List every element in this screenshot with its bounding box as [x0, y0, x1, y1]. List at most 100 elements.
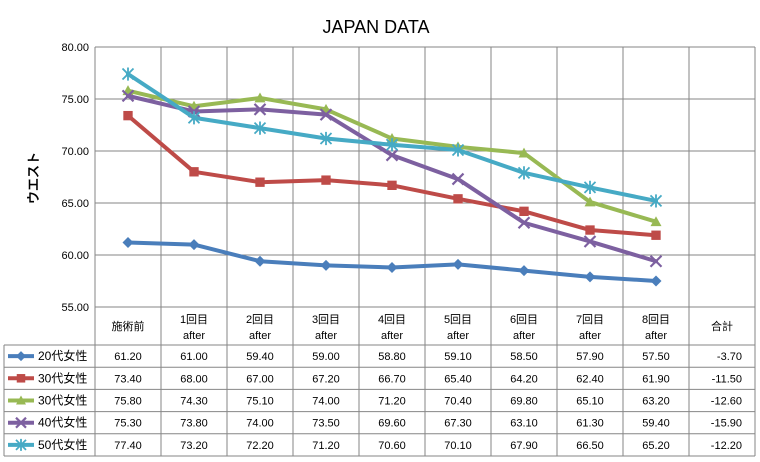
y-tick-label: 55.00: [61, 302, 89, 314]
data-point: [453, 194, 463, 204]
data-point: [386, 261, 398, 273]
data-point: [649, 194, 663, 208]
data-point: [387, 180, 397, 190]
data-point: [254, 92, 266, 103]
data-point: [517, 166, 531, 180]
data-point: [518, 147, 530, 158]
x-tick-sublabel: after: [447, 330, 469, 342]
data-point: [187, 111, 201, 125]
data-label: 77.40: [114, 440, 142, 452]
x-tick-label: 3回目: [312, 313, 340, 326]
x-tick-sublabel: after: [249, 330, 271, 342]
data-point: [451, 143, 465, 157]
data-point: [319, 108, 333, 121]
data-point: [385, 138, 399, 152]
x-tick-label: 8回目: [642, 313, 670, 326]
data-label: 58.50: [510, 351, 538, 363]
data-label: 61.90: [642, 373, 670, 385]
data-label: 74.30: [180, 396, 208, 408]
x-tick-label: 5回目: [444, 313, 472, 326]
x-tick-sublabel: after: [381, 330, 403, 342]
data-label: 66.50: [576, 440, 604, 452]
data-label: 67.30: [444, 418, 472, 430]
legend-label: 30代女性: [38, 393, 87, 408]
total-value: -12.60: [711, 396, 742, 408]
series-2: [123, 110, 661, 240]
data-point: [452, 258, 464, 270]
data-point: [320, 259, 332, 271]
data-table: 施術前 1回目 after 2回目 after 3回目 after 4回目 after 5回目 af…: [3, 313, 755, 457]
data-label: 74.00: [246, 418, 274, 430]
series-5: [121, 67, 663, 208]
series-1: [122, 237, 662, 287]
data-label: 59.00: [312, 351, 340, 363]
data-label: 57.50: [642, 351, 670, 363]
y-tick-label: 65.00: [61, 198, 89, 210]
data-label: 70.40: [444, 396, 472, 408]
legend-marker: [16, 351, 26, 362]
data-point: [121, 67, 135, 81]
data-label: 61.30: [576, 418, 604, 430]
x-tick-label: 2回目: [246, 313, 274, 326]
data-label: 73.20: [180, 440, 208, 452]
data-label: 67.90: [510, 440, 538, 452]
series-line: [126, 240, 658, 283]
data-label: 68.00: [180, 373, 208, 385]
data-label: 73.50: [312, 418, 340, 430]
y-tick-label: 60.00: [61, 250, 89, 262]
y-tick-label: 70.00: [61, 146, 89, 158]
data-point: [584, 271, 596, 283]
data-label: 69.60: [378, 418, 406, 430]
legend-label: 50代女性: [38, 437, 87, 452]
data-point: [651, 230, 661, 240]
x-tick-sublabel: after: [579, 330, 601, 342]
data-label: 63.20: [642, 396, 670, 408]
data-point: [188, 239, 200, 251]
legend-marker: [15, 438, 27, 451]
data-label: 64.20: [510, 373, 538, 385]
legend-marker: [16, 395, 26, 405]
data-label: 75.10: [246, 396, 274, 408]
data-point: [583, 235, 597, 248]
data-label: 61.00: [180, 351, 208, 363]
data-label: 61.20: [114, 351, 142, 363]
x-tick-label: 7回目: [576, 313, 604, 326]
data-point: [451, 172, 465, 186]
data-point: [649, 254, 663, 268]
data-point: [253, 121, 267, 135]
data-label: 70.60: [378, 440, 406, 452]
data-point: [386, 133, 398, 143]
x-tick-label: 6回目: [510, 313, 538, 326]
data-label: 59.40: [246, 351, 274, 363]
data-label: 62.40: [576, 373, 604, 385]
series-4: [121, 89, 663, 268]
x-tick-label: 施術前: [112, 319, 145, 333]
data-label: 59.40: [642, 418, 670, 430]
data-label: 71.20: [378, 396, 406, 408]
legend-label: 20代女性: [38, 348, 87, 363]
plot-area: [121, 67, 663, 287]
data-label: 65.40: [444, 373, 472, 385]
x-tick-sublabel: after: [513, 330, 535, 342]
total-value: -12.20: [711, 440, 742, 452]
legend-label: 30代女性: [38, 370, 87, 385]
data-point: [254, 255, 266, 267]
data-label: 75.30: [114, 418, 142, 430]
data-label: 71.20: [312, 440, 340, 452]
data-point: [255, 177, 265, 187]
chart-title: JAPAN DATA: [322, 17, 429, 37]
data-point: [518, 265, 530, 277]
data-point: [519, 206, 529, 216]
data-point: [321, 175, 331, 185]
data-label: 59.10: [444, 351, 472, 363]
y-axis-label: ウエスト: [26, 152, 41, 204]
data-label: 70.10: [444, 440, 472, 452]
legend-marker: [15, 416, 27, 429]
total-header: 合計: [711, 319, 733, 333]
data-point: [123, 110, 133, 121]
data-label: 67.20: [312, 373, 340, 385]
data-label: 58.80: [378, 351, 406, 363]
legend-label: 40代女性: [38, 415, 87, 430]
data-point: [189, 167, 199, 177]
